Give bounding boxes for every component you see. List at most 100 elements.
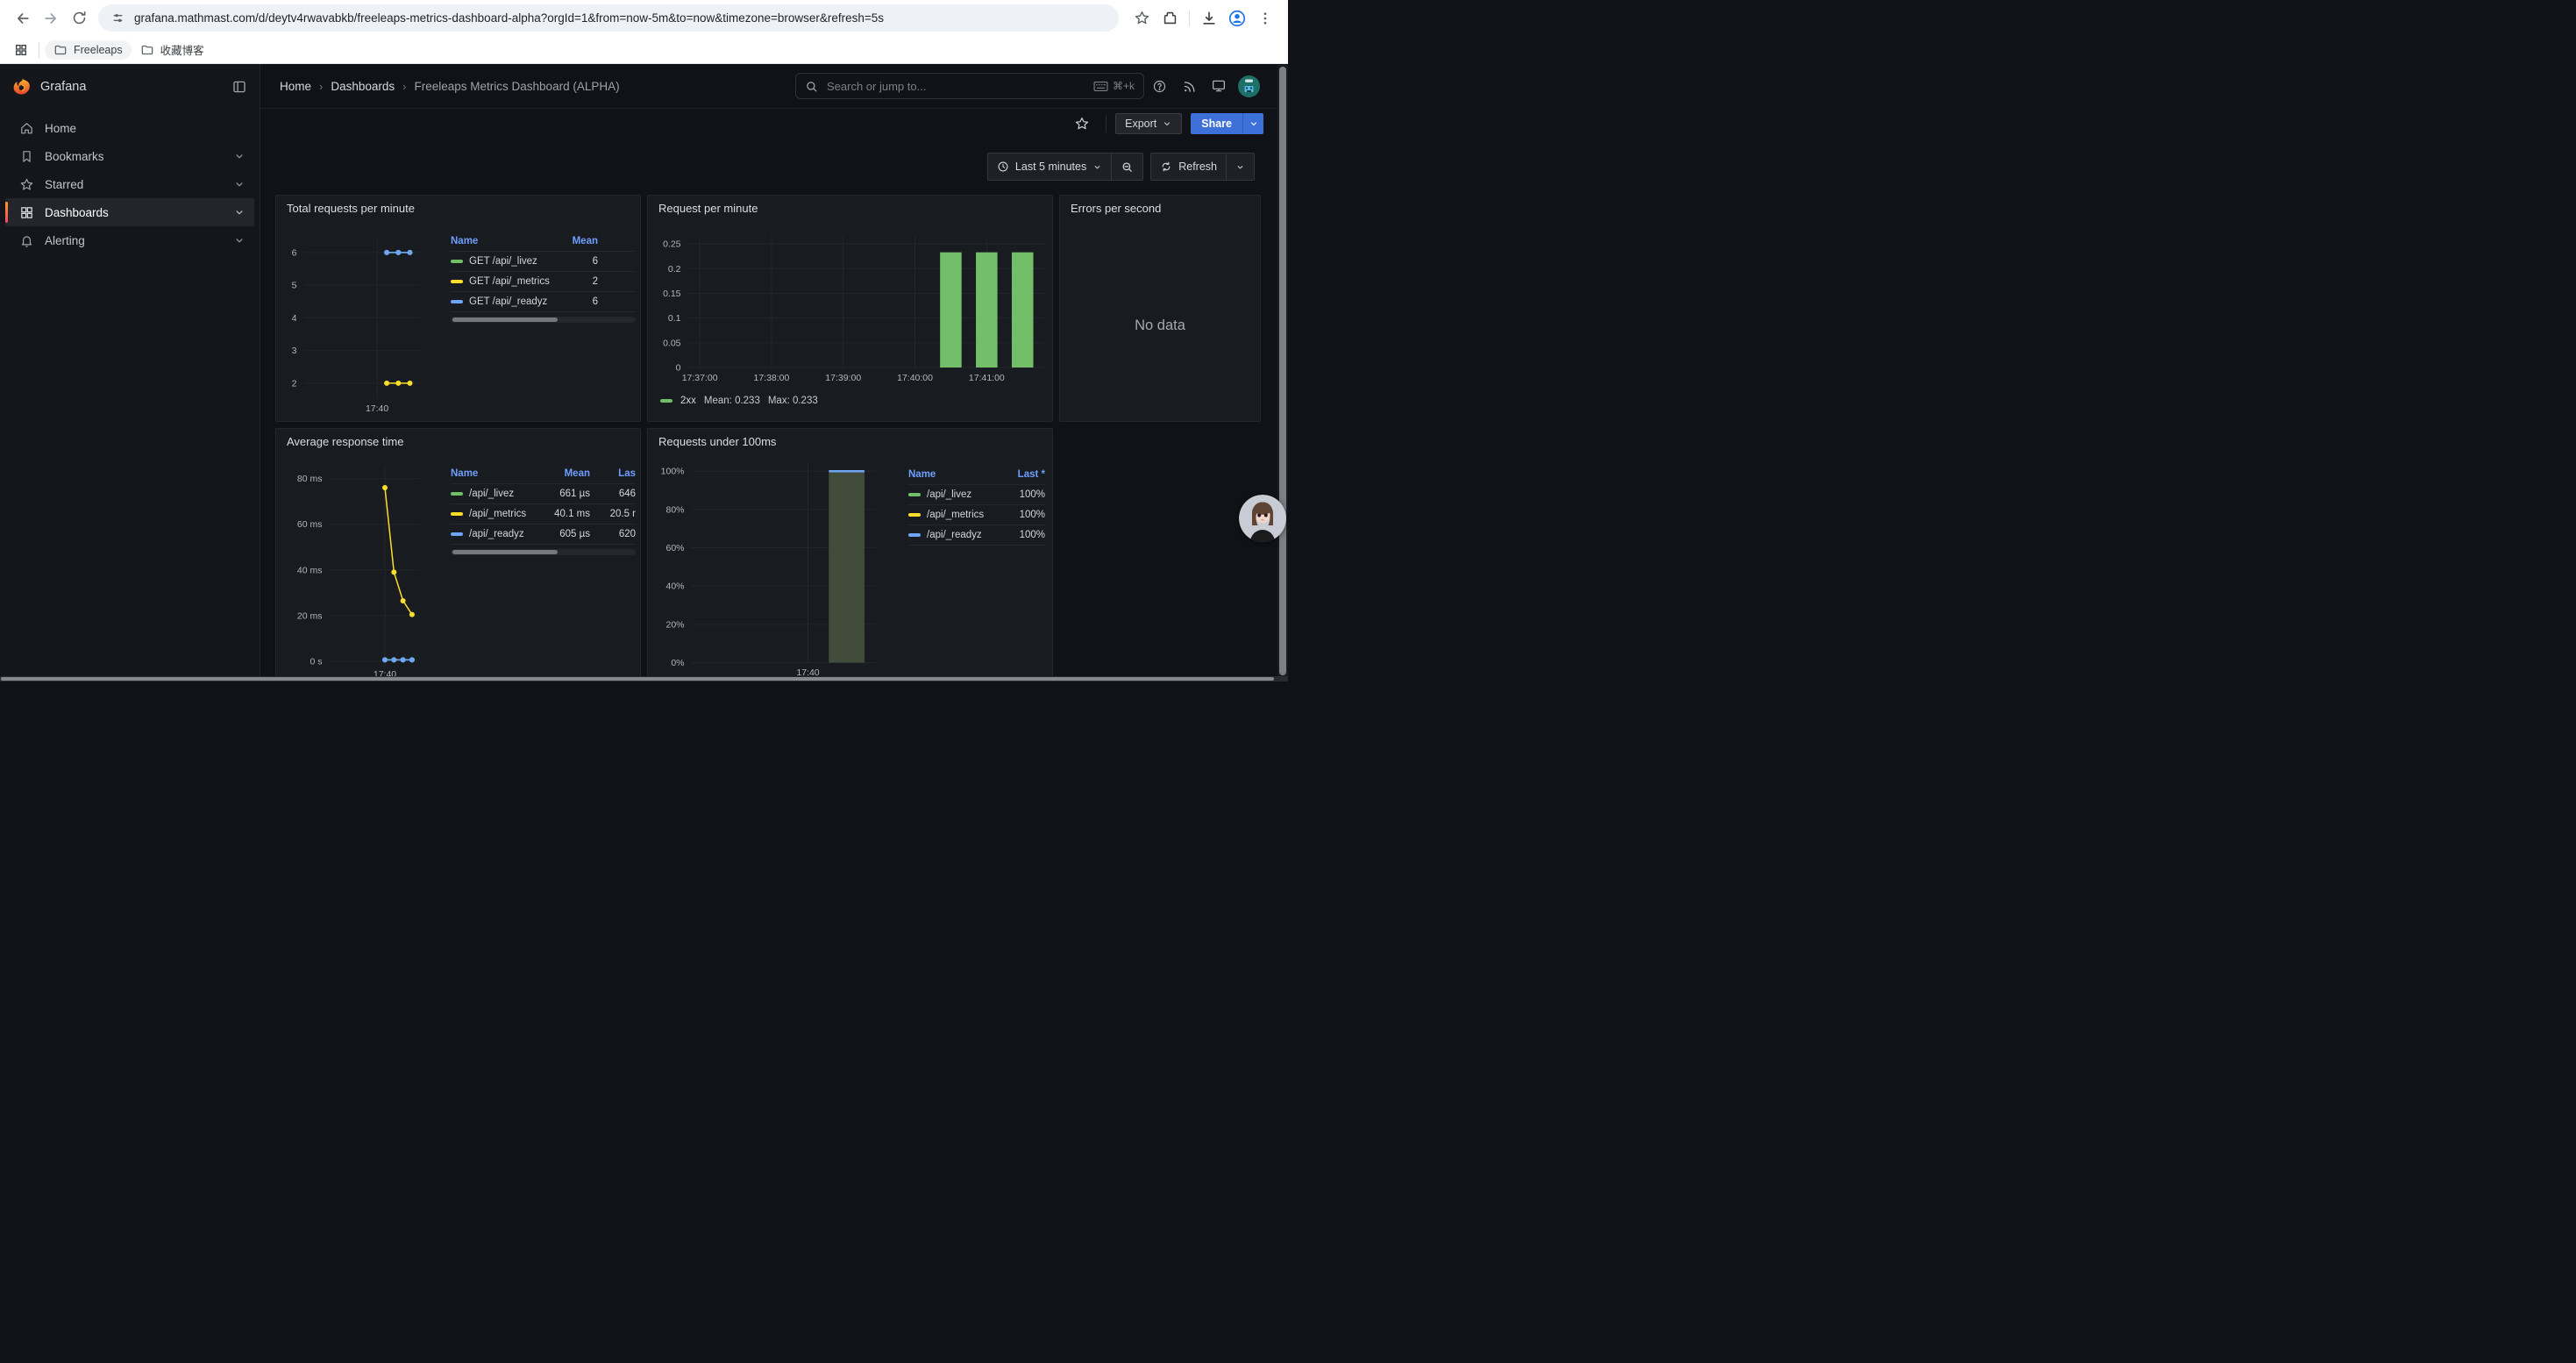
assistant-avatar-button[interactable]: [1239, 495, 1286, 542]
series-color-pill: [660, 399, 672, 403]
series-color-pill: [908, 493, 921, 496]
rss-icon: [1182, 79, 1197, 94]
bookmark-icon: [19, 149, 34, 164]
back-button[interactable]: [9, 4, 37, 32]
chevron-down-icon[interactable]: [233, 234, 246, 246]
help-icon: [1152, 79, 1167, 94]
reload-button[interactable]: [65, 4, 93, 32]
legend-row[interactable]: GET /api/_livez6: [451, 252, 636, 272]
favorite-dashboard-button[interactable]: [1067, 111, 1097, 137]
search-box[interactable]: ⌘+k: [795, 73, 1144, 99]
svg-text:17:40:00: 17:40:00: [897, 373, 933, 383]
bookmark-page-button[interactable]: [1128, 4, 1156, 32]
series-name: 2xx: [680, 396, 696, 406]
sidebar-item-alerting[interactable]: Alerting: [5, 226, 254, 254]
svg-text:0.25: 0.25: [663, 239, 681, 250]
legend-row[interactable]: /api/_metrics100%: [908, 505, 1045, 525]
chevron-down-icon: [1249, 118, 1259, 129]
svg-text:17:38:00: 17:38:00: [753, 373, 789, 383]
series-mean: Mean: 0.233: [704, 396, 760, 406]
bookmark-item-freeleaps[interactable]: Freeleaps: [45, 40, 132, 60]
legend[interactable]: 2xx Mean: 0.233 Max: 0.233: [660, 396, 818, 406]
panel-title[interactable]: Request per minute: [648, 196, 1052, 215]
panel-title[interactable]: Errors per second: [1060, 196, 1260, 215]
search-input[interactable]: [825, 79, 1093, 94]
panel-title[interactable]: Average response time: [276, 429, 640, 448]
svg-text:0.1: 0.1: [668, 313, 681, 324]
time-range-button[interactable]: Last 5 minutes: [988, 153, 1111, 180]
chevron-down-icon: [1162, 118, 1172, 129]
chevron-down-icon[interactable]: [233, 206, 246, 218]
browser-toolbar: grafana.mathmast.com/d/deytv4rwavabkb/fr…: [0, 0, 1288, 36]
refresh-button[interactable]: Refresh: [1151, 153, 1226, 180]
legend-row[interactable]: GET /api/_readyz6: [451, 292, 636, 312]
legend-row[interactable]: /api/_readyz605 µs620: [451, 525, 636, 545]
extensions-button[interactable]: [1156, 4, 1184, 32]
export-button[interactable]: Export: [1115, 113, 1182, 134]
folder-icon: [140, 43, 154, 57]
svg-text:17:39:00: 17:39:00: [825, 373, 861, 383]
export-label: Export: [1125, 118, 1156, 130]
news-button[interactable]: [1174, 73, 1204, 99]
folder-icon: [53, 43, 68, 57]
panel-title[interactable]: Total requests per minute: [276, 196, 640, 215]
legend-scrollbar[interactable]: [451, 549, 636, 555]
legend-row[interactable]: /api/_livez100%: [908, 485, 1045, 505]
user-avatar-button[interactable]: [1234, 73, 1263, 99]
sidebar-item-bookmarks[interactable]: Bookmarks: [5, 142, 254, 170]
breadcrumb-home[interactable]: Home: [280, 80, 311, 93]
grid-icon: [19, 205, 34, 220]
forward-button[interactable]: [37, 4, 65, 32]
sidebar-item-label: Starred: [45, 178, 223, 191]
refresh-group: Refresh: [1150, 153, 1255, 181]
refresh-interval-button[interactable]: [1226, 153, 1254, 180]
chevron-down-icon[interactable]: [233, 178, 246, 190]
share-menu-button[interactable]: [1242, 113, 1263, 134]
bookmark-item-blogs[interactable]: 收藏博客: [132, 39, 213, 61]
sidebar-toggle-button[interactable]: [231, 79, 247, 95]
legend-row[interactable]: /api/_readyz100%: [908, 525, 1045, 546]
series-color-pill: [908, 533, 921, 537]
zoom-out-button[interactable]: [1111, 153, 1142, 180]
browser-menu-button[interactable]: [1251, 4, 1279, 32]
sidebar-item-dashboards[interactable]: Dashboards: [5, 198, 254, 226]
legend-table: NameMeanLas/api/_livez661 µs646/api/_met…: [451, 464, 636, 555]
keyboard-icon: [1093, 81, 1108, 92]
nav-list: Home Bookmarks Starred Dashboards Alerti…: [0, 109, 260, 254]
svg-text:3: 3: [292, 346, 297, 356]
legend-row[interactable]: /api/_livez661 µs646: [451, 484, 636, 504]
arrow-right-icon: [42, 10, 60, 27]
svg-text:100%: 100%: [661, 467, 685, 477]
bar-chart: 0.250.20.150.10.05017:37:0017:38:0017:39…: [648, 196, 1052, 421]
apps-grid-icon: [14, 43, 28, 57]
panel-total-requests-per-minute: Total requests per minute 6543217:40 Nam…: [275, 195, 641, 422]
svg-text:17:41:00: 17:41:00: [969, 373, 1005, 383]
legend-row[interactable]: /api/_metrics40.1 ms20.5 r: [451, 504, 636, 525]
vertical-scrollbar-thumb[interactable]: [1279, 67, 1286, 675]
profile-button[interactable]: [1223, 4, 1251, 32]
horizontal-scrollbar-thumb[interactable]: [1, 677, 1274, 681]
panel-title[interactable]: Requests under 100ms: [648, 429, 1052, 448]
legend-scrollbar[interactable]: [451, 317, 636, 323]
svg-text:6: 6: [292, 247, 297, 258]
brand-name: Grafana: [40, 80, 231, 94]
svg-text:20%: 20%: [665, 619, 684, 630]
svg-text:0 s: 0 s: [310, 656, 322, 667]
legend-row[interactable]: GET /api/_metrics2: [451, 272, 636, 292]
series-color-pill: [451, 532, 463, 536]
downloads-button[interactable]: [1195, 4, 1223, 32]
address-bar[interactable]: grafana.mathmast.com/d/deytv4rwavabkb/fr…: [98, 4, 1119, 32]
sidebar-item-starred[interactable]: Starred: [5, 170, 254, 198]
share-button[interactable]: Share: [1191, 113, 1242, 134]
vertical-scrollbar[interactable]: [1277, 65, 1288, 682]
breadcrumb-dashboards[interactable]: Dashboards: [331, 80, 395, 93]
svg-text:0%: 0%: [671, 658, 684, 668]
horizontal-scrollbar[interactable]: [0, 676, 1288, 682]
svg-text:40%: 40%: [665, 582, 684, 592]
chevron-down-icon[interactable]: [233, 150, 246, 162]
time-range-label: Last 5 minutes: [1015, 161, 1086, 173]
sidebar-item-home[interactable]: Home: [5, 114, 254, 142]
display-button[interactable]: [1204, 73, 1234, 99]
apps-grid-button[interactable]: [9, 39, 33, 61]
help-button[interactable]: [1144, 73, 1174, 99]
